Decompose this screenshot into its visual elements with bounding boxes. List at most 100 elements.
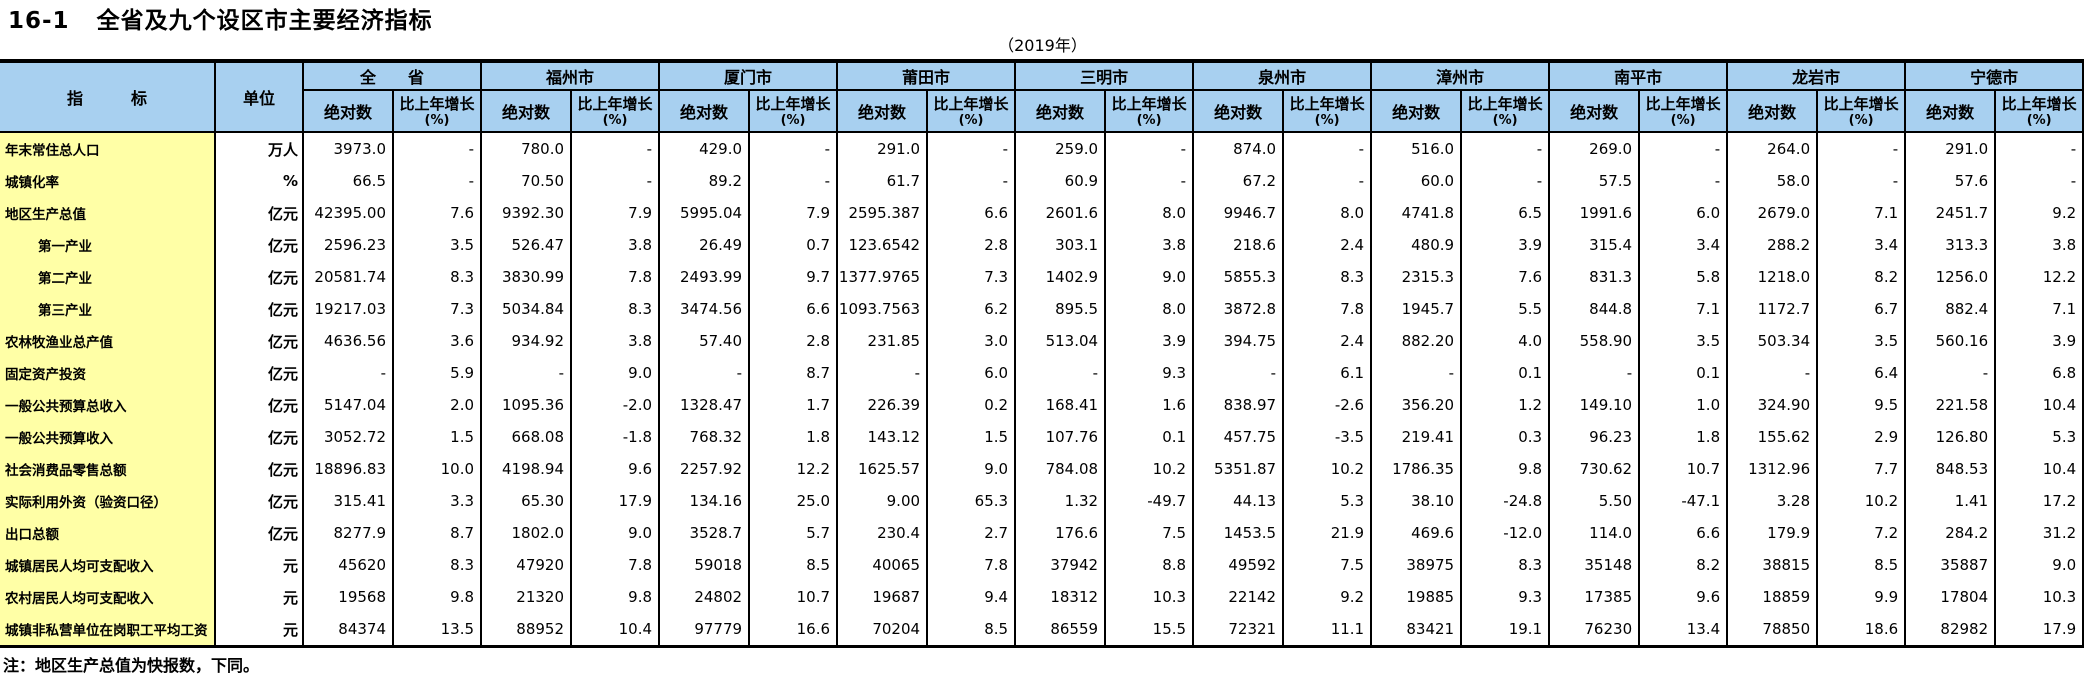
abs-value-cell: 1453.5 (1193, 517, 1285, 549)
growth-value-cell: 6.6 (927, 197, 1017, 229)
abs-value-cell: 57.5 (1549, 165, 1641, 197)
abs-value-cell: 1945.7 (1371, 293, 1463, 325)
growth-value-cell: 2.8 (749, 325, 839, 357)
abs-value-cell: 558.90 (1549, 325, 1641, 357)
growth-value-cell: 6.6 (749, 293, 839, 325)
abs-value-cell: 155.62 (1727, 421, 1819, 453)
abs-value-cell: - (1015, 357, 1107, 389)
growth-subheader-label: 比上年增长 (1645, 94, 1721, 113)
growth-value-cell: 3.8 (571, 229, 661, 261)
abs-value-cell: 149.10 (1549, 389, 1641, 421)
growth-value-cell: 13.4 (1639, 613, 1729, 647)
growth-value-cell: 3.5 (393, 229, 483, 261)
growth-value-cell: 6.1 (1283, 357, 1373, 389)
abs-value-cell: 2451.7 (1905, 197, 1997, 229)
growth-value-cell: 2.8 (927, 229, 1017, 261)
growth-value-cell: 5.7 (749, 517, 839, 549)
abs-value-cell: 96.23 (1549, 421, 1641, 453)
abs-subheader-5: 绝对数 (1193, 90, 1285, 133)
abs-value-cell: 107.76 (1015, 421, 1107, 453)
abs-value-cell: 49592 (1193, 549, 1285, 581)
growth-subheader-pct: (%) (602, 112, 628, 128)
indicator-cell: 第三产业 (0, 293, 216, 325)
growth-value-cell: 1.8 (749, 421, 839, 453)
growth-subheader-label: 比上年增长 (577, 94, 653, 113)
growth-value-cell: 3.9 (1995, 325, 2085, 357)
indicator-cell: 农林牧渔业总产值 (0, 325, 216, 357)
growth-value-cell: 0.7 (749, 229, 839, 261)
abs-value-cell: - (1549, 357, 1641, 389)
growth-value-cell: 6.8 (1995, 357, 2085, 389)
unit-cell: 元 (215, 549, 304, 581)
growth-value-cell: 2.7 (927, 517, 1017, 549)
abs-value-cell: 5995.04 (659, 197, 751, 229)
abs-value-cell: 176.6 (1015, 517, 1107, 549)
growth-value-cell: 3.3 (393, 485, 483, 517)
table-row: 一般公共预算收入 亿元 3052.72 1.5 668.08 -1.8 768.32 1.8 1… (0, 421, 2085, 453)
growth-value-cell: 8.7 (393, 517, 483, 549)
indicator-cell: 实际利用外资（验资口径） (0, 485, 216, 517)
unit-cell: 亿元 (215, 357, 304, 389)
abs-value-cell: 5855.3 (1193, 261, 1285, 293)
growth-value-cell: 7.8 (571, 549, 661, 581)
economic-indicators-table: 指 标单位全 省福州市 厦门市 莆田市 三明市 泉州市 漳州市 南平市 龙岩市 宁德市 绝对数 比上… (0, 59, 2085, 648)
growth-value-cell: - (393, 165, 483, 197)
growth-value-cell: 8.8 (1105, 549, 1195, 581)
abs-value-cell: 97779 (659, 613, 751, 647)
growth-value-cell: 13.5 (393, 613, 483, 647)
abs-value-cell: 17385 (1549, 581, 1641, 613)
abs-value-cell: 457.75 (1193, 421, 1285, 453)
growth-value-cell: 3.8 (1995, 229, 2085, 261)
indicator-cell: 地区生产总值 (0, 197, 216, 229)
abs-value-cell: 123.6542 (837, 229, 929, 261)
growth-value-cell: 0.3 (1461, 421, 1551, 453)
abs-value-cell: 844.8 (1549, 293, 1641, 325)
growth-value-cell: - (1461, 132, 1551, 165)
abs-value-cell: 42395.00 (303, 197, 394, 229)
abs-value-cell: 226.39 (837, 389, 929, 421)
abs-value-cell: 5.50 (1549, 485, 1641, 517)
growth-value-cell: - (571, 132, 661, 165)
abs-value-cell: 24802 (659, 581, 751, 613)
region-header-2: 厦门市 (659, 61, 839, 91)
abs-value-cell: 35148 (1549, 549, 1641, 581)
abs-value-cell: 86559 (1015, 613, 1107, 647)
indicator-cell: 农村居民人均可支配收入 (0, 581, 216, 613)
indicator-cell: 一般公共预算收入 (0, 421, 216, 453)
indicator-cell: 固定资产投资 (0, 357, 216, 389)
abs-value-cell: 61.7 (837, 165, 929, 197)
growth-value-cell: 10.3 (1995, 581, 2085, 613)
abs-subheader-6: 绝对数 (1371, 90, 1463, 133)
abs-value-cell: 82982 (1905, 613, 1997, 647)
table-row: 出口总额 亿元 8277.9 8.7 1802.0 9.0 3528.7 5.7 230.4 2.… (0, 517, 2085, 549)
page-title: 全省及九个设区市主要经济指标 (96, 8, 433, 34)
growth-value-cell: 10.7 (749, 581, 839, 613)
growth-value-cell: 5.8 (1639, 261, 1729, 293)
growth-value-cell: 8.3 (1461, 549, 1551, 581)
growth-value-cell: - (749, 132, 839, 165)
abs-value-cell: - (1905, 357, 1997, 389)
growth-value-cell: 9.3 (1105, 357, 1195, 389)
growth-subheader-5: 比上年增长 (%) (1283, 90, 1373, 133)
abs-value-cell: 89.2 (659, 165, 751, 197)
growth-value-cell: 9.6 (571, 453, 661, 485)
growth-subheader-2: 比上年增长 (%) (749, 90, 839, 133)
table-number: 16-1 (8, 8, 70, 34)
growth-subheader-label: 比上年增长 (1467, 94, 1543, 113)
growth-value-cell: -2.6 (1283, 389, 1373, 421)
abs-value-cell: 67.2 (1193, 165, 1285, 197)
abs-value-cell: 5034.84 (481, 293, 573, 325)
abs-value-cell: 21320 (481, 581, 573, 613)
table-row: 第三产业 亿元 19217.03 7.3 5034.84 8.3 3474.56 6.6 109… (0, 293, 2085, 325)
growth-value-cell: 9.4 (927, 581, 1017, 613)
growth-value-cell: 10.2 (1283, 453, 1373, 485)
abs-value-cell: 4741.8 (1371, 197, 1463, 229)
growth-value-cell: 12.2 (749, 453, 839, 485)
growth-value-cell: 7.1 (1817, 197, 1907, 229)
unit-cell: 元 (215, 581, 304, 613)
growth-value-cell: 9.3 (1461, 581, 1551, 613)
abs-value-cell: 1328.47 (659, 389, 751, 421)
growth-value-cell: 8.0 (1105, 197, 1195, 229)
growth-value-cell: 3.5 (1817, 325, 1907, 357)
